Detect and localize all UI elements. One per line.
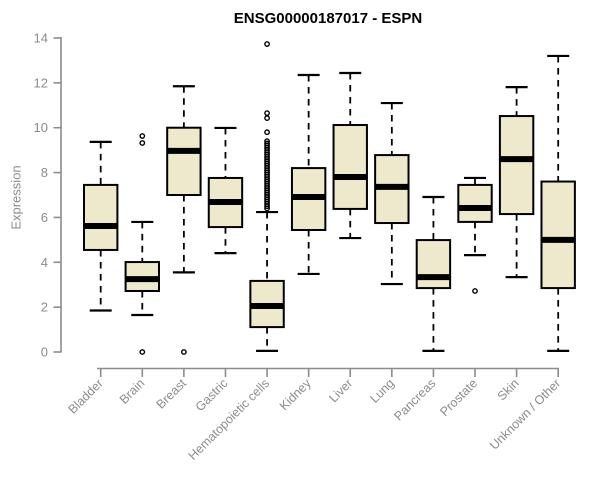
x-category-label: Liver <box>326 376 355 405</box>
x-category-label: Lung <box>367 376 397 406</box>
iqr-box <box>83 183 119 251</box>
outlier-point <box>264 110 270 117</box>
outlier-point <box>264 129 270 136</box>
iqr-box <box>166 126 202 196</box>
chart-title: ENSG00000187017 - ESPN <box>233 10 423 27</box>
outlier-point <box>264 203 270 210</box>
iqr-box <box>457 183 493 223</box>
x-category-label: Hematopoietic cells <box>186 376 273 463</box>
y-tick-label: 4 <box>41 255 48 270</box>
outlier-point <box>180 349 187 355</box>
y-axis-title: Expression <box>8 165 24 230</box>
outlier-point <box>472 288 478 294</box>
x-category-label: Skin <box>495 376 522 403</box>
outlier-point <box>264 115 270 121</box>
x-category-label: Prostate <box>437 376 480 419</box>
outlier-point <box>139 349 146 355</box>
x-category-label: Bladder <box>65 376 105 416</box>
y-tick-label: 6 <box>41 210 48 225</box>
x-category-label: Pancreas <box>391 376 438 423</box>
y-tick-label: 12 <box>34 75 48 90</box>
outlier-point <box>264 41 270 47</box>
y-tick-label: 14 <box>34 31 48 46</box>
x-category-label: Kidney <box>277 376 314 413</box>
iqr-box <box>332 124 368 210</box>
x-category-label: Unknown / Other <box>487 376 563 452</box>
y-tick-label: 0 <box>41 345 48 360</box>
outlier-point <box>139 133 146 139</box>
x-category-label: Gastric <box>193 376 231 414</box>
y-tick-label: 2 <box>41 300 48 315</box>
iqr-box <box>415 239 452 290</box>
outlier-point <box>264 205 270 212</box>
iqr-box <box>498 115 535 216</box>
y-tick-label: 10 <box>34 120 48 135</box>
y-tick-label: 8 <box>41 165 48 180</box>
outlier-point <box>139 140 146 146</box>
x-category-label: Brain <box>117 376 148 407</box>
iqr-box <box>540 180 576 290</box>
x-category-label: Breast <box>154 376 190 412</box>
